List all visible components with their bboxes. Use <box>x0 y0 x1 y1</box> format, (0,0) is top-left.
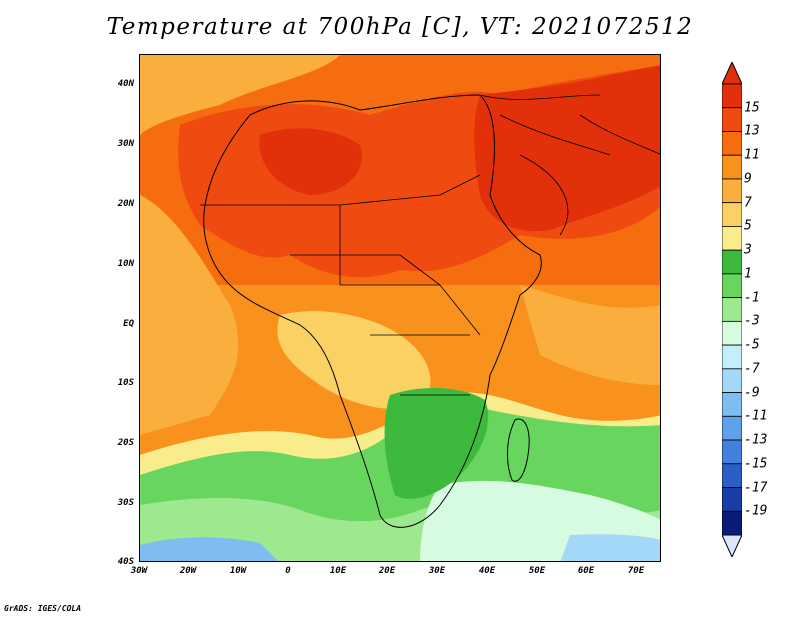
lat-label-20n: 20N <box>117 199 134 209</box>
lat-label-10s: 10S <box>117 378 134 388</box>
grads-credit: GrADS: IGES/COLA <box>4 604 82 613</box>
colorbar-bottom-arrow <box>722 534 742 557</box>
lon-label-70e: 70E <box>627 566 645 576</box>
colorbar-cell <box>722 154 742 180</box>
colorbar-label: 3 <box>744 242 752 258</box>
colorbar-cell <box>722 131 742 156</box>
lon-label-20w: 20W <box>179 566 197 576</box>
lat-label-10n: 10N <box>117 259 134 269</box>
lon-label-10w: 10W <box>229 566 247 576</box>
colorbar <box>722 62 742 557</box>
colorbar-label: -5 <box>744 337 760 353</box>
lon-label-10e: 10E <box>329 566 347 576</box>
colorbar-cell <box>722 83 742 109</box>
colorbar-label: -3 <box>744 313 760 329</box>
temperature-map <box>139 54 661 562</box>
colorbar-cell <box>722 439 742 465</box>
lat-label-40n: 40N <box>117 79 134 89</box>
colorbar-cell <box>722 178 742 204</box>
colorbar-cell <box>722 415 742 441</box>
lat-label-30s: 30S <box>117 498 134 508</box>
colorbar-cell <box>722 226 742 251</box>
colorbar-cell <box>722 297 742 322</box>
colorbar-cell <box>722 392 742 417</box>
colorbar-label: -19 <box>744 503 768 519</box>
colorbar-label: 13 <box>744 123 760 139</box>
lon-label-50e: 50E <box>528 566 546 576</box>
colorbar-cell <box>722 249 742 275</box>
colorbar-label: 1 <box>744 266 752 282</box>
colorbar-label: 5 <box>744 218 752 234</box>
colorbar-label: 15 <box>744 100 760 116</box>
colorbar-cell <box>722 487 742 512</box>
lat-label-20s: 20S <box>117 438 134 448</box>
map-field <box>140 55 660 561</box>
colorbar-label: -9 <box>744 385 760 401</box>
lon-label-40e: 40E <box>478 566 496 576</box>
colorbar-cell <box>722 273 742 299</box>
lat-label-40s: 40S <box>117 557 134 567</box>
lon-label-60e: 60E <box>577 566 595 576</box>
colorbar-cell <box>722 202 742 227</box>
colorbar-cell <box>722 107 742 132</box>
colorbar-label: 11 <box>744 147 760 163</box>
colorbar-cell <box>722 463 742 488</box>
colorbar-cell <box>722 344 742 370</box>
colorbar-cell <box>722 320 742 346</box>
colorbar-label: 7 <box>744 195 752 211</box>
lat-label-30n: 30N <box>117 139 134 149</box>
lon-label-30w: 30W <box>130 566 148 576</box>
map-title: Temperature at 700hPa [C], VT: 202107251… <box>106 14 694 40</box>
colorbar-cell <box>722 510 742 536</box>
colorbar-label: -11 <box>744 408 768 424</box>
colorbar-label: 9 <box>744 171 752 187</box>
colorbar-top-arrow <box>722 62 742 85</box>
colorbar-label: -17 <box>744 480 768 496</box>
colorbar-label: -1 <box>744 290 760 306</box>
colorbar-label: -7 <box>744 361 760 377</box>
lon-label-20e: 20E <box>378 566 396 576</box>
colorbar-cell <box>722 368 742 393</box>
colorbar-label: -13 <box>744 432 768 448</box>
lat-label-eq: EQ <box>123 319 134 329</box>
lon-label-0: 0 <box>285 566 291 576</box>
lon-label-30e: 30E <box>428 566 446 576</box>
colorbar-label: -15 <box>744 456 768 472</box>
